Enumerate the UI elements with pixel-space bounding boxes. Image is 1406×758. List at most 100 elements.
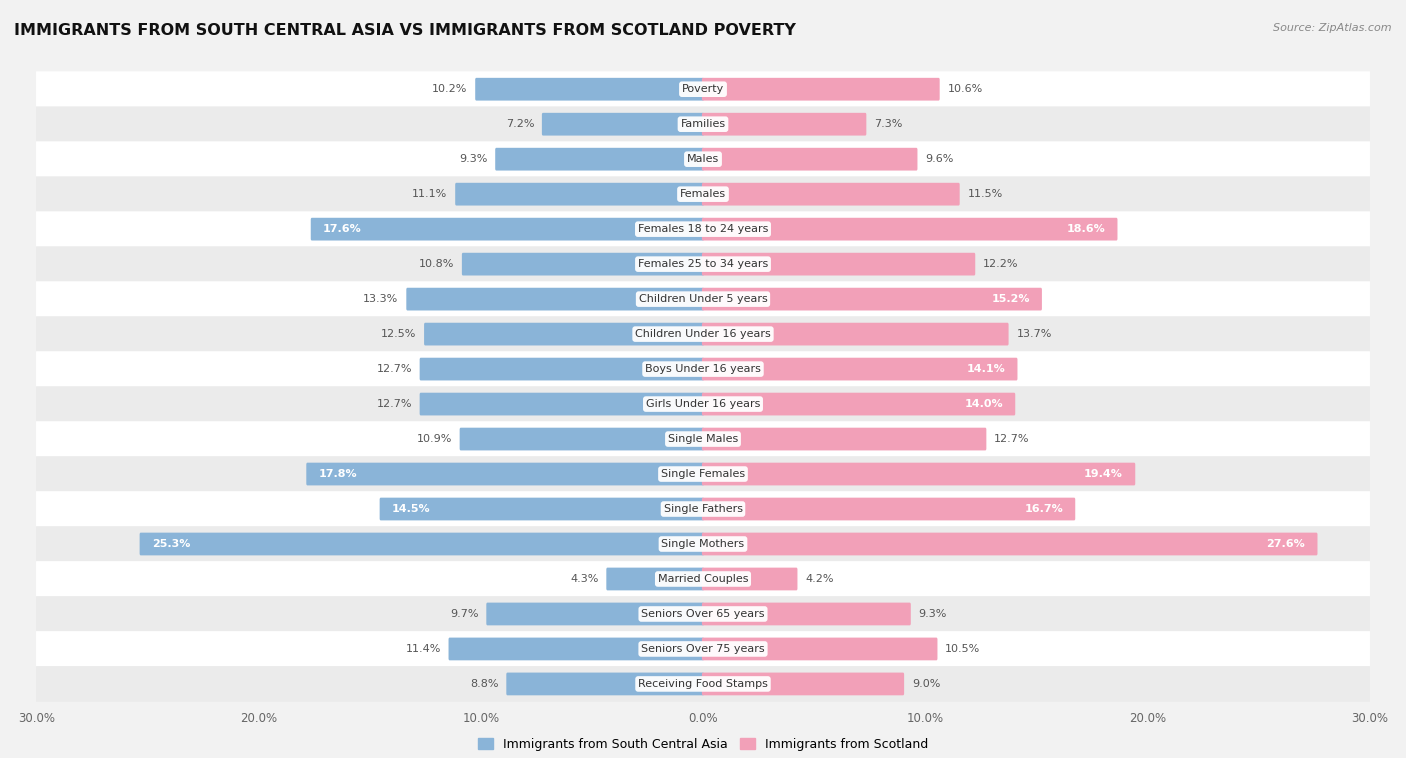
Text: 4.3%: 4.3% [571, 574, 599, 584]
Text: IMMIGRANTS FROM SOUTH CENTRAL ASIA VS IMMIGRANTS FROM SCOTLAND POVERTY: IMMIGRANTS FROM SOUTH CENTRAL ASIA VS IM… [14, 23, 796, 38]
Text: 25.3%: 25.3% [152, 539, 190, 549]
FancyBboxPatch shape [702, 113, 866, 136]
Text: Girls Under 16 years: Girls Under 16 years [645, 399, 761, 409]
FancyBboxPatch shape [37, 211, 1369, 247]
FancyBboxPatch shape [702, 603, 911, 625]
FancyBboxPatch shape [449, 637, 704, 660]
Text: Single Males: Single Males [668, 434, 738, 444]
FancyBboxPatch shape [456, 183, 704, 205]
FancyBboxPatch shape [37, 631, 1369, 667]
FancyBboxPatch shape [380, 498, 704, 521]
FancyBboxPatch shape [506, 672, 704, 695]
FancyBboxPatch shape [37, 71, 1369, 107]
Text: 11.1%: 11.1% [412, 190, 447, 199]
Text: 17.8%: 17.8% [319, 469, 357, 479]
FancyBboxPatch shape [702, 672, 904, 695]
Text: 13.7%: 13.7% [1017, 329, 1052, 339]
Text: 14.0%: 14.0% [965, 399, 1002, 409]
Text: Seniors Over 75 years: Seniors Over 75 years [641, 644, 765, 654]
FancyBboxPatch shape [702, 393, 1015, 415]
Text: 19.4%: 19.4% [1084, 469, 1123, 479]
FancyBboxPatch shape [702, 148, 918, 171]
Text: Single Mothers: Single Mothers [661, 539, 745, 549]
FancyBboxPatch shape [425, 323, 704, 346]
FancyBboxPatch shape [37, 351, 1369, 387]
FancyBboxPatch shape [486, 603, 704, 625]
Text: 12.5%: 12.5% [381, 329, 416, 339]
FancyBboxPatch shape [37, 316, 1369, 352]
FancyBboxPatch shape [37, 246, 1369, 282]
FancyBboxPatch shape [702, 568, 797, 590]
FancyBboxPatch shape [702, 533, 1317, 556]
Text: 8.8%: 8.8% [470, 679, 499, 689]
FancyBboxPatch shape [311, 218, 704, 240]
Text: Single Fathers: Single Fathers [664, 504, 742, 514]
FancyBboxPatch shape [702, 498, 1076, 521]
Text: 13.3%: 13.3% [363, 294, 398, 304]
Text: 12.2%: 12.2% [983, 259, 1018, 269]
FancyBboxPatch shape [460, 428, 704, 450]
FancyBboxPatch shape [37, 491, 1369, 527]
FancyBboxPatch shape [37, 141, 1369, 177]
Text: Females 25 to 34 years: Females 25 to 34 years [638, 259, 768, 269]
FancyBboxPatch shape [475, 78, 704, 101]
Text: Receiving Food Stamps: Receiving Food Stamps [638, 679, 768, 689]
FancyBboxPatch shape [37, 106, 1369, 142]
FancyBboxPatch shape [702, 78, 939, 101]
FancyBboxPatch shape [37, 177, 1369, 212]
Text: 10.5%: 10.5% [945, 644, 980, 654]
Text: Females 18 to 24 years: Females 18 to 24 years [638, 224, 768, 234]
Text: Married Couples: Married Couples [658, 574, 748, 584]
Text: Boys Under 16 years: Boys Under 16 years [645, 364, 761, 374]
Text: 14.5%: 14.5% [392, 504, 430, 514]
Text: 11.5%: 11.5% [967, 190, 1002, 199]
FancyBboxPatch shape [541, 113, 704, 136]
Text: 18.6%: 18.6% [1067, 224, 1105, 234]
Text: 9.6%: 9.6% [925, 154, 953, 164]
Text: 4.2%: 4.2% [806, 574, 834, 584]
Text: 12.7%: 12.7% [994, 434, 1029, 444]
FancyBboxPatch shape [606, 568, 704, 590]
Text: 9.3%: 9.3% [458, 154, 488, 164]
Text: 10.9%: 10.9% [416, 434, 451, 444]
Text: 9.3%: 9.3% [918, 609, 948, 619]
Legend: Immigrants from South Central Asia, Immigrants from Scotland: Immigrants from South Central Asia, Immi… [472, 733, 934, 756]
FancyBboxPatch shape [702, 252, 976, 275]
Text: 27.6%: 27.6% [1267, 539, 1305, 549]
FancyBboxPatch shape [37, 666, 1369, 702]
Text: 17.6%: 17.6% [323, 224, 361, 234]
FancyBboxPatch shape [702, 288, 1042, 311]
Text: 9.0%: 9.0% [912, 679, 941, 689]
FancyBboxPatch shape [139, 533, 704, 556]
Text: 15.2%: 15.2% [991, 294, 1029, 304]
FancyBboxPatch shape [419, 393, 704, 415]
FancyBboxPatch shape [702, 183, 960, 205]
FancyBboxPatch shape [702, 218, 1118, 240]
FancyBboxPatch shape [37, 387, 1369, 422]
Text: 10.2%: 10.2% [432, 84, 467, 94]
Text: 12.7%: 12.7% [377, 364, 412, 374]
FancyBboxPatch shape [37, 561, 1369, 597]
FancyBboxPatch shape [702, 323, 1008, 346]
FancyBboxPatch shape [702, 462, 1135, 485]
FancyBboxPatch shape [37, 526, 1369, 562]
FancyBboxPatch shape [406, 288, 704, 311]
FancyBboxPatch shape [419, 358, 704, 381]
Text: 9.7%: 9.7% [450, 609, 478, 619]
Text: 7.2%: 7.2% [506, 119, 534, 129]
Text: Poverty: Poverty [682, 84, 724, 94]
Text: Source: ZipAtlas.com: Source: ZipAtlas.com [1274, 23, 1392, 33]
FancyBboxPatch shape [307, 462, 704, 485]
Text: Females: Females [681, 190, 725, 199]
FancyBboxPatch shape [702, 358, 1018, 381]
FancyBboxPatch shape [37, 456, 1369, 492]
Text: Single Females: Single Females [661, 469, 745, 479]
FancyBboxPatch shape [37, 421, 1369, 457]
Text: 10.8%: 10.8% [419, 259, 454, 269]
Text: Males: Males [688, 154, 718, 164]
FancyBboxPatch shape [461, 252, 704, 275]
Text: Seniors Over 65 years: Seniors Over 65 years [641, 609, 765, 619]
FancyBboxPatch shape [702, 637, 938, 660]
FancyBboxPatch shape [37, 281, 1369, 317]
Text: Children Under 5 years: Children Under 5 years [638, 294, 768, 304]
